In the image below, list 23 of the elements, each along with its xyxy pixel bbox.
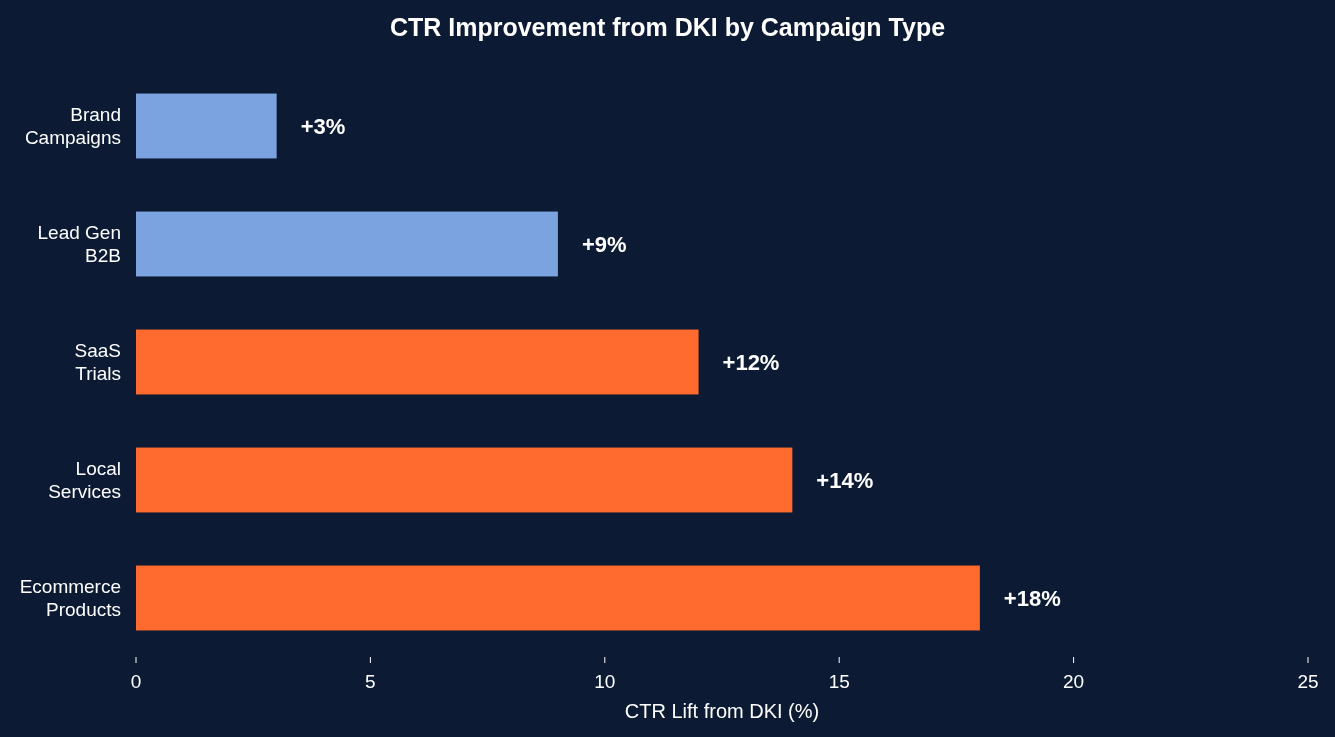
x-tick-label: 20 <box>1063 670 1085 692</box>
y-tick-label: Brand Campaigns <box>24 104 121 149</box>
x-axis-title: CTR Lift from DKI (%) <box>624 700 820 722</box>
chart-title: CTR Improvement from DKI by Campaign Type <box>389 12 946 41</box>
data-label: +3% <box>300 113 346 139</box>
x-tick-label: 15 <box>828 670 850 692</box>
x-tick-label: 25 <box>1297 670 1319 692</box>
x-tick-label: 0 <box>130 670 142 692</box>
y-tick-label: Lead Gen B2B <box>37 222 121 267</box>
bar <box>136 211 558 277</box>
bar <box>136 329 699 395</box>
y-tick-label: SaaS Trials <box>74 340 121 385</box>
bar <box>136 93 277 159</box>
bar <box>136 565 980 631</box>
y-tick-label: Ecommerce Products <box>19 576 121 621</box>
data-label: +18% <box>1003 585 1061 611</box>
x-tick-label: 10 <box>594 670 616 692</box>
data-label: +14% <box>816 467 874 493</box>
data-label: +12% <box>722 349 780 375</box>
y-tick-label: Local Services <box>48 458 121 503</box>
bar <box>136 447 793 513</box>
x-tick-label: 5 <box>365 670 376 692</box>
data-label: +9% <box>581 231 627 257</box>
